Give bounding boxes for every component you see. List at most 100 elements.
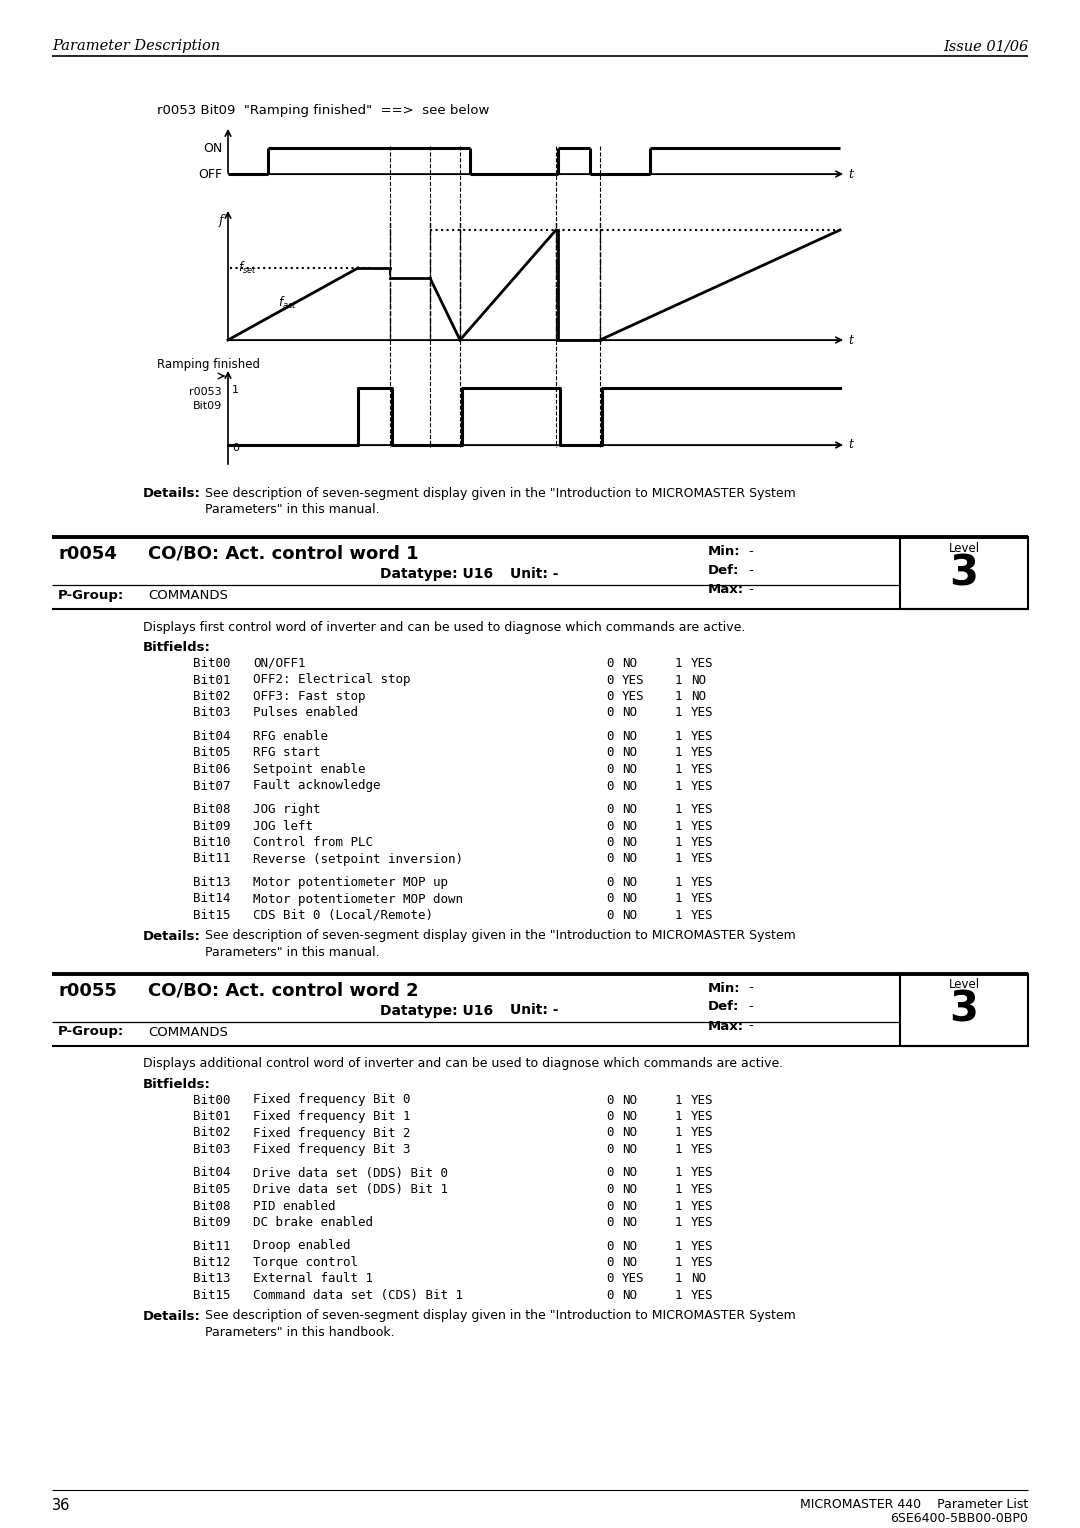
Text: 0: 0 xyxy=(606,674,613,686)
Text: Bit02: Bit02 xyxy=(193,691,230,703)
Text: t: t xyxy=(848,168,853,180)
Text: 0: 0 xyxy=(606,804,613,816)
Text: 1: 1 xyxy=(675,1239,683,1253)
Text: 0: 0 xyxy=(606,876,613,889)
Text: 1: 1 xyxy=(675,1256,683,1268)
Text: 0: 0 xyxy=(606,1166,613,1180)
Text: Droop enabled: Droop enabled xyxy=(253,1239,351,1253)
Text: t: t xyxy=(848,439,853,451)
Text: 1: 1 xyxy=(675,657,683,669)
Text: 1: 1 xyxy=(675,892,683,906)
Text: NO: NO xyxy=(622,1216,637,1229)
Text: Motor potentiometer MOP up: Motor potentiometer MOP up xyxy=(253,876,448,889)
Text: YES: YES xyxy=(691,1256,714,1268)
Text: Bit00: Bit00 xyxy=(193,1094,230,1106)
Text: Drive data set (DDS) Bit 1: Drive data set (DDS) Bit 1 xyxy=(253,1183,448,1196)
Text: CDS Bit 0 (Local/Remote): CDS Bit 0 (Local/Remote) xyxy=(253,909,433,921)
Text: Bitfields:: Bitfields: xyxy=(143,1077,211,1091)
Text: 0: 0 xyxy=(606,657,613,669)
Text: Fixed frequency Bit 1: Fixed frequency Bit 1 xyxy=(253,1109,410,1123)
Text: Unit: -: Unit: - xyxy=(510,1004,558,1018)
Text: YES: YES xyxy=(622,674,645,686)
Text: MICROMASTER 440    Parameter List: MICROMASTER 440 Parameter List xyxy=(800,1497,1028,1511)
Text: t: t xyxy=(848,333,853,347)
Text: r0053: r0053 xyxy=(189,387,222,397)
Text: YES: YES xyxy=(691,836,714,850)
Text: NO: NO xyxy=(622,747,637,759)
Text: OFF: OFF xyxy=(198,168,222,180)
Text: 1: 1 xyxy=(675,1290,683,1302)
Text: r0054: r0054 xyxy=(58,545,117,562)
Text: YES: YES xyxy=(691,1199,714,1213)
Text: YES: YES xyxy=(691,1290,714,1302)
Text: P-Group:: P-Group: xyxy=(58,1025,124,1039)
Text: NO: NO xyxy=(622,657,637,669)
Text: NO: NO xyxy=(622,804,637,816)
Text: 1: 1 xyxy=(675,1166,683,1180)
Text: 1: 1 xyxy=(232,385,239,396)
Text: 1: 1 xyxy=(675,909,683,921)
Text: Bit04: Bit04 xyxy=(193,1166,230,1180)
Text: YES: YES xyxy=(691,876,714,889)
Text: NO: NO xyxy=(622,1183,637,1196)
Text: Motor potentiometer MOP down: Motor potentiometer MOP down xyxy=(253,892,463,906)
Text: 0: 0 xyxy=(606,1094,613,1106)
Text: Bit13: Bit13 xyxy=(193,876,230,889)
Text: 0: 0 xyxy=(606,1239,613,1253)
Text: Displays additional control word of inverter and can be used to diagnose which c: Displays additional control word of inve… xyxy=(143,1057,783,1071)
Text: YES: YES xyxy=(691,1109,714,1123)
Text: 1: 1 xyxy=(675,1183,683,1196)
Text: YES: YES xyxy=(691,804,714,816)
Text: NO: NO xyxy=(622,1094,637,1106)
Text: Bitfields:: Bitfields: xyxy=(143,642,211,654)
Text: YES: YES xyxy=(691,819,714,833)
Text: 1: 1 xyxy=(675,674,683,686)
Text: 1: 1 xyxy=(675,1199,683,1213)
Text: 1: 1 xyxy=(675,1273,683,1285)
Text: 6SE6400-5BB00-0BP0: 6SE6400-5BB00-0BP0 xyxy=(890,1513,1028,1525)
Text: Bit14: Bit14 xyxy=(193,892,230,906)
Text: DC brake enabled: DC brake enabled xyxy=(253,1216,373,1229)
Text: Bit09: Bit09 xyxy=(192,400,222,411)
Text: r0055: r0055 xyxy=(58,981,117,999)
Text: NO: NO xyxy=(622,1143,637,1157)
Text: NO: NO xyxy=(622,706,637,720)
Text: Bit06: Bit06 xyxy=(193,762,230,776)
Text: External fault 1: External fault 1 xyxy=(253,1273,373,1285)
Text: Ramping finished: Ramping finished xyxy=(157,358,260,371)
Text: 0: 0 xyxy=(606,1109,613,1123)
Text: -: - xyxy=(748,1001,753,1013)
Text: 0: 0 xyxy=(606,1216,613,1229)
Text: 1: 1 xyxy=(675,804,683,816)
Text: -: - xyxy=(748,1019,753,1033)
Text: Def:: Def: xyxy=(708,1001,740,1013)
Text: CO/BO: Act. control word 1: CO/BO: Act. control word 1 xyxy=(148,545,419,562)
Text: NO: NO xyxy=(622,836,637,850)
Text: NO: NO xyxy=(622,1256,637,1268)
Text: Bit09: Bit09 xyxy=(193,1216,230,1229)
Text: YES: YES xyxy=(691,909,714,921)
Text: Max:: Max: xyxy=(708,584,744,596)
Text: Min:: Min: xyxy=(708,981,741,995)
Text: YES: YES xyxy=(691,1239,714,1253)
Text: Bit08: Bit08 xyxy=(193,1199,230,1213)
Text: Issue 01/06: Issue 01/06 xyxy=(943,40,1028,53)
Text: 0: 0 xyxy=(606,706,613,720)
Text: $f_{act}$: $f_{act}$ xyxy=(278,295,297,312)
Text: 0: 0 xyxy=(606,836,613,850)
Text: CO/BO: Act. control word 2: CO/BO: Act. control word 2 xyxy=(148,981,419,999)
Text: 3: 3 xyxy=(949,989,978,1030)
Text: 0: 0 xyxy=(606,1256,613,1268)
Text: NO: NO xyxy=(691,691,706,703)
Text: 1: 1 xyxy=(675,1109,683,1123)
Text: JOG left: JOG left xyxy=(253,819,313,833)
Text: YES: YES xyxy=(691,730,714,743)
Text: Bit11: Bit11 xyxy=(193,853,230,865)
Text: Datatype: U16: Datatype: U16 xyxy=(380,1004,494,1018)
Text: NO: NO xyxy=(622,1166,637,1180)
Text: NO: NO xyxy=(622,1239,637,1253)
Text: Fault acknowledge: Fault acknowledge xyxy=(253,779,380,793)
Text: Unit: -: Unit: - xyxy=(510,567,558,581)
Text: OFF3: Fast stop: OFF3: Fast stop xyxy=(253,691,365,703)
Text: NO: NO xyxy=(622,853,637,865)
